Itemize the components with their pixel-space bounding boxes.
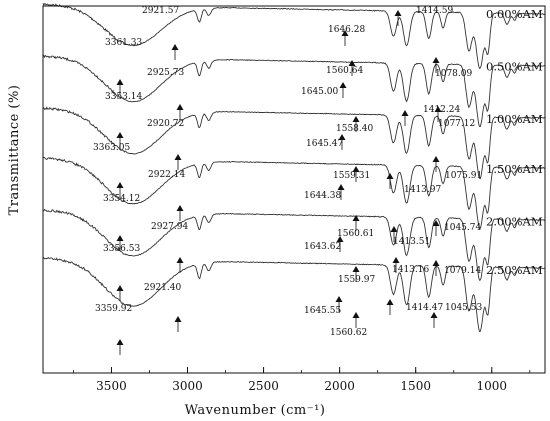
peak-label: 1560.62 — [330, 328, 367, 338]
x-tick-label: 2000 — [324, 379, 355, 393]
series-line — [42, 2, 546, 70]
series-label: 0.50%AM — [486, 59, 543, 73]
peak-arrowhead — [116, 285, 124, 291]
peak-label: 1559.97 — [338, 275, 375, 285]
peak-arrowhead — [386, 173, 394, 179]
x-tick-label: 2500 — [248, 379, 279, 393]
peak-label: 1075.91 — [445, 171, 482, 181]
peak-arrowhead — [335, 296, 343, 302]
peak-arrowhead — [176, 257, 184, 263]
peak-arrowhead — [116, 235, 124, 241]
series-label: 0.00%AM — [486, 7, 543, 21]
peak-arrowhead — [390, 226, 398, 232]
peak-label: 1413.97 — [404, 185, 441, 195]
series-label: 2.50%AM — [486, 263, 543, 277]
peak-label: 2925.73 — [147, 68, 184, 78]
peak-label: 1645.00 — [301, 87, 338, 97]
peak-arrowhead — [339, 82, 347, 88]
peak-arrowhead — [432, 156, 440, 162]
peak-label: 1079.14 — [444, 266, 481, 276]
peak-arrowhead — [171, 44, 179, 50]
peak-arrowhead — [434, 106, 442, 112]
peak-arrowhead — [432, 260, 440, 266]
peak-arrowhead — [176, 104, 184, 110]
peak-label: 1414.59 — [416, 6, 453, 16]
x-tick-label: 1500 — [400, 379, 431, 393]
series-line — [42, 208, 546, 281]
series-label: 1.50%AM — [486, 162, 543, 176]
x-tick-label: 3000 — [172, 379, 203, 393]
peak-arrowhead — [348, 60, 356, 66]
series-line — [42, 256, 546, 333]
peak-label: 1644.38 — [304, 191, 341, 201]
peak-arrowhead — [341, 30, 349, 36]
peak-arrowhead — [352, 116, 360, 122]
peak-arrowhead — [401, 110, 409, 116]
peak-arrowhead — [430, 312, 438, 318]
peak-label: 1045.53 — [445, 303, 482, 313]
peak-label: 1559.31 — [333, 171, 370, 181]
peak-arrowhead — [337, 184, 345, 190]
peak-label: 1643.62 — [304, 242, 341, 252]
peak-arrowhead — [352, 312, 360, 318]
peak-arrowhead — [432, 220, 440, 226]
peak-arrowhead — [338, 134, 346, 140]
peak-arrowhead — [432, 57, 440, 63]
peak-label: 2921.40 — [144, 283, 181, 293]
y-axis-title: Transmittance (%) — [7, 85, 22, 216]
peak-arrowhead — [176, 205, 184, 211]
peak-label: 3359.92 — [95, 304, 132, 314]
series-line — [42, 54, 546, 128]
peak-arrowhead — [174, 316, 182, 322]
peak-label: 2921.57 — [142, 6, 179, 16]
peak-arrowhead — [116, 132, 124, 138]
series-line — [42, 157, 546, 229]
peak-arrowhead — [174, 154, 182, 160]
x-axis-title: Wavenumber (cm⁻¹) — [185, 403, 326, 418]
series-labels: 0.00%AM 0.50%AM 1.00%AM 1.50%AM 2.00%AM 2.50%… — [486, 7, 543, 277]
peak-label: 1045.74 — [444, 223, 481, 233]
spectra-curves — [42, 2, 546, 333]
peak-label: 1558.40 — [336, 124, 373, 134]
peak-arrowhead — [352, 215, 360, 221]
peak-label: 1078.09 — [435, 69, 472, 79]
peak-arrowhead — [394, 10, 402, 16]
peak-arrowhead — [116, 182, 124, 188]
series-label: 1.00%AM — [486, 112, 543, 126]
peak-label: 1077.12 — [438, 119, 475, 129]
peak-label: 1560.61 — [337, 229, 374, 239]
peak-label: 3353.14 — [105, 92, 142, 102]
peak-label: 1645.55 — [304, 306, 341, 316]
peak-label: 1413.51 — [393, 237, 430, 247]
peak-label: 1414.47 — [406, 303, 443, 313]
peak-arrowhead — [352, 166, 360, 172]
peak-arrowhead — [116, 339, 124, 345]
peak-arrowhead — [392, 257, 400, 263]
peak-arrowhead — [336, 236, 344, 242]
peak-label: 3361.33 — [105, 38, 142, 48]
peak-label: 2920.72 — [147, 119, 184, 129]
axes: 3500 3000 2500 2000 1500 1000 — [42, 5, 546, 393]
peak-arrowhead — [352, 266, 360, 272]
peak-label: 2927.94 — [151, 222, 188, 232]
peak-arrowhead — [386, 299, 394, 305]
peak-label: 3354.12 — [103, 194, 140, 204]
x-tick-label: 1000 — [476, 379, 507, 393]
plot-frame — [42, 5, 546, 374]
peak-label: 1413.16 — [392, 265, 429, 275]
peak-label: 1646.28 — [328, 25, 365, 35]
peak-label: 3363.05 — [93, 143, 130, 153]
x-tick-label: 3500 — [96, 379, 127, 393]
series-label: 2.00%AM — [486, 215, 543, 229]
peak-label: 3356.53 — [103, 244, 140, 254]
peak-label: 1412.24 — [423, 105, 460, 115]
peak-label: 1645.47 — [306, 139, 343, 149]
peak-arrowhead — [116, 79, 124, 85]
series-line — [42, 106, 545, 180]
peak-annotations: 3361.33 2921.57 1646.28 1560.64 1414.59 1078.… — [93, 6, 482, 355]
peak-label: 2922.14 — [148, 170, 185, 180]
peak-label: 1560.64 — [326, 66, 363, 76]
